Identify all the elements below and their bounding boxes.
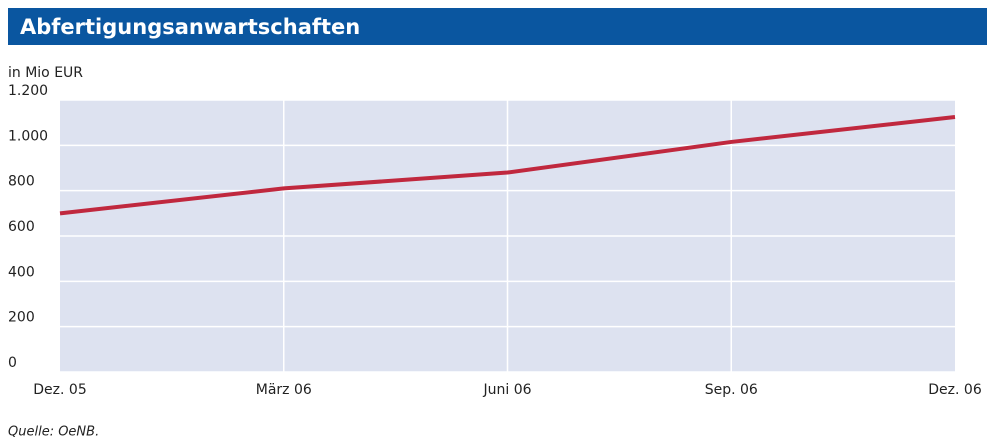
- y-tick-label: 600: [8, 219, 35, 235]
- line-series: [59, 115, 956, 216]
- title-bar: [8, 8, 987, 45]
- x-tick-label: Dez. 06: [928, 382, 982, 398]
- source: Quelle: OeNB.: [8, 425, 99, 440]
- y-tick-label: 200: [8, 310, 35, 326]
- y-tick-label: 0: [8, 355, 17, 371]
- x-tick-label: März 06: [256, 382, 312, 398]
- y-tick-label: 1.200: [8, 83, 48, 99]
- y-tick-label: 1.000: [8, 128, 48, 144]
- y-tick-label: 400: [8, 264, 35, 280]
- y-axis-label: in Mio EUR: [8, 65, 83, 81]
- x-tick-label: Juni 06: [482, 382, 531, 398]
- x-tick-label: Dez. 05: [33, 382, 86, 398]
- y-tick-label: 800: [8, 174, 35, 190]
- chart-title: Abfertigungsanwartschaften: [20, 15, 360, 39]
- x-tick-label: Sep. 06: [705, 382, 758, 398]
